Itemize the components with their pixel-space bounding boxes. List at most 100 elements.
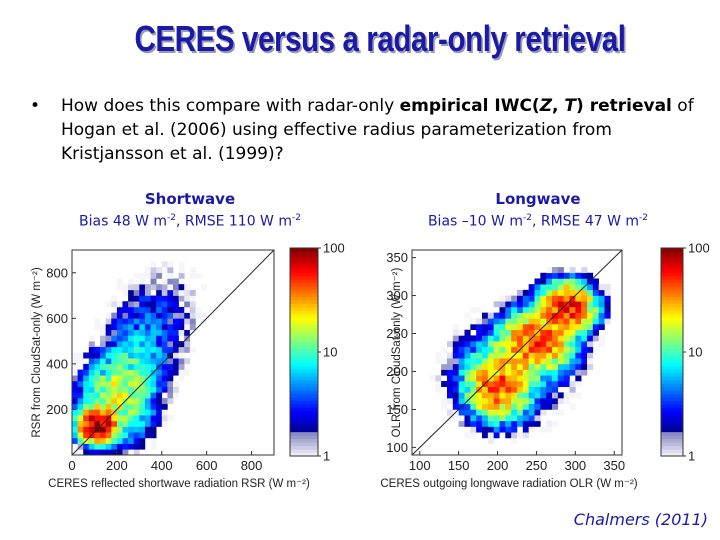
- density-cell: [116, 324, 123, 331]
- density-cell: [83, 386, 90, 393]
- density-cell: [100, 386, 106, 393]
- density-cell: [128, 301, 135, 308]
- density-cell: [511, 432, 518, 439]
- density-cell: [575, 329, 582, 336]
- density-cell: [435, 358, 442, 365]
- density-cell: [167, 289, 174, 296]
- colorbar-segment: [661, 365, 683, 370]
- density-cell: [111, 398, 118, 405]
- density-cell: [156, 375, 163, 382]
- x-tick-label: 250: [526, 458, 548, 473]
- density-cell: [592, 284, 599, 291]
- density-cell: [499, 295, 506, 302]
- density-cell: [161, 324, 168, 331]
- density-cell: [476, 324, 483, 331]
- density-cell: [499, 398, 506, 405]
- colorbar-segment: [290, 338, 318, 342]
- density-cell: [575, 352, 582, 359]
- density-cell: [156, 403, 163, 410]
- density-cell: [452, 403, 459, 410]
- density-cell: [105, 449, 112, 456]
- density-cell: [150, 346, 157, 353]
- density-cell: [100, 426, 106, 433]
- colorbar-segment: [290, 414, 318, 419]
- density-cell: [195, 312, 202, 319]
- density-cell: [540, 358, 547, 365]
- density-cell: [139, 363, 146, 370]
- density-cell: [464, 380, 471, 387]
- density-cell: [546, 306, 553, 313]
- density-cell: [511, 358, 518, 365]
- colorbar-segment: [290, 404, 318, 408]
- density-cell: [534, 312, 541, 319]
- density-cell: [161, 375, 168, 382]
- colorbar-segment: [290, 248, 318, 252]
- bullet-text-part: of Hogan et al. (2006) using effective r…: [61, 96, 694, 164]
- density-cell: [476, 346, 483, 353]
- colorbar-segment: [290, 449, 318, 453]
- density-cell: [528, 426, 535, 433]
- colorbar-segment: [290, 254, 318, 259]
- colorbar-tick-label: 100: [688, 241, 710, 256]
- density-cell: [150, 335, 157, 342]
- density-cell: [476, 420, 483, 427]
- density-cell: [441, 398, 448, 405]
- density-cell: [452, 386, 459, 393]
- density-cell: [546, 329, 553, 336]
- colorbar-segment: [290, 265, 318, 270]
- density-cell: [563, 295, 570, 302]
- density-cell: [139, 295, 146, 302]
- density-cell: [592, 335, 599, 342]
- density-cell: [604, 301, 611, 308]
- density-cell: [522, 324, 529, 331]
- density-cell: [88, 392, 95, 399]
- density-cell: [499, 409, 506, 416]
- density-cell: [587, 272, 594, 279]
- density-cell: [133, 318, 140, 325]
- density-cell: [88, 335, 95, 342]
- density-cell: [563, 352, 570, 359]
- density-cell: [528, 392, 535, 399]
- density-cell: [517, 289, 524, 296]
- density-cell: [598, 324, 605, 331]
- colorbar-segment: [290, 376, 318, 381]
- density-cell: [173, 329, 179, 336]
- density-cell: [150, 386, 157, 393]
- density-cell: [167, 312, 174, 319]
- density-cell: [452, 329, 459, 336]
- density-cell: [487, 358, 494, 365]
- density-cell: [139, 415, 146, 422]
- colorbar-segment: [661, 410, 683, 415]
- density-cell: [156, 358, 163, 365]
- density-cell: [167, 318, 174, 325]
- density-cell: [111, 426, 118, 433]
- density-cell: [464, 358, 471, 365]
- density-cell: [128, 335, 135, 342]
- density-cell: [133, 403, 140, 410]
- density-cell: [470, 375, 477, 382]
- colorbar-segment: [661, 334, 683, 339]
- density-cell: [173, 335, 179, 342]
- colorbar-segment: [661, 435, 683, 440]
- density-cell: [476, 306, 483, 313]
- density-cell: [173, 318, 179, 325]
- density-cell: [128, 346, 135, 353]
- density-cell: [528, 409, 535, 416]
- density-cell: [482, 341, 489, 348]
- density-cell: [77, 403, 84, 410]
- density-cell: [133, 358, 140, 365]
- density-cell: [441, 369, 448, 376]
- density-cell: [111, 369, 118, 376]
- colorbar-segment: [290, 310, 318, 315]
- density-cell: [482, 312, 489, 319]
- density-cell: [133, 380, 140, 387]
- colorbar-segment: [290, 390, 318, 394]
- density-cell: [77, 386, 84, 393]
- density-cell: [144, 324, 151, 331]
- colorbar-segment: [661, 449, 683, 453]
- density-cell: [458, 329, 465, 336]
- density-cell: [598, 318, 605, 325]
- density-cell: [100, 449, 106, 456]
- density-cell: [517, 392, 524, 399]
- density-cell: [167, 375, 174, 382]
